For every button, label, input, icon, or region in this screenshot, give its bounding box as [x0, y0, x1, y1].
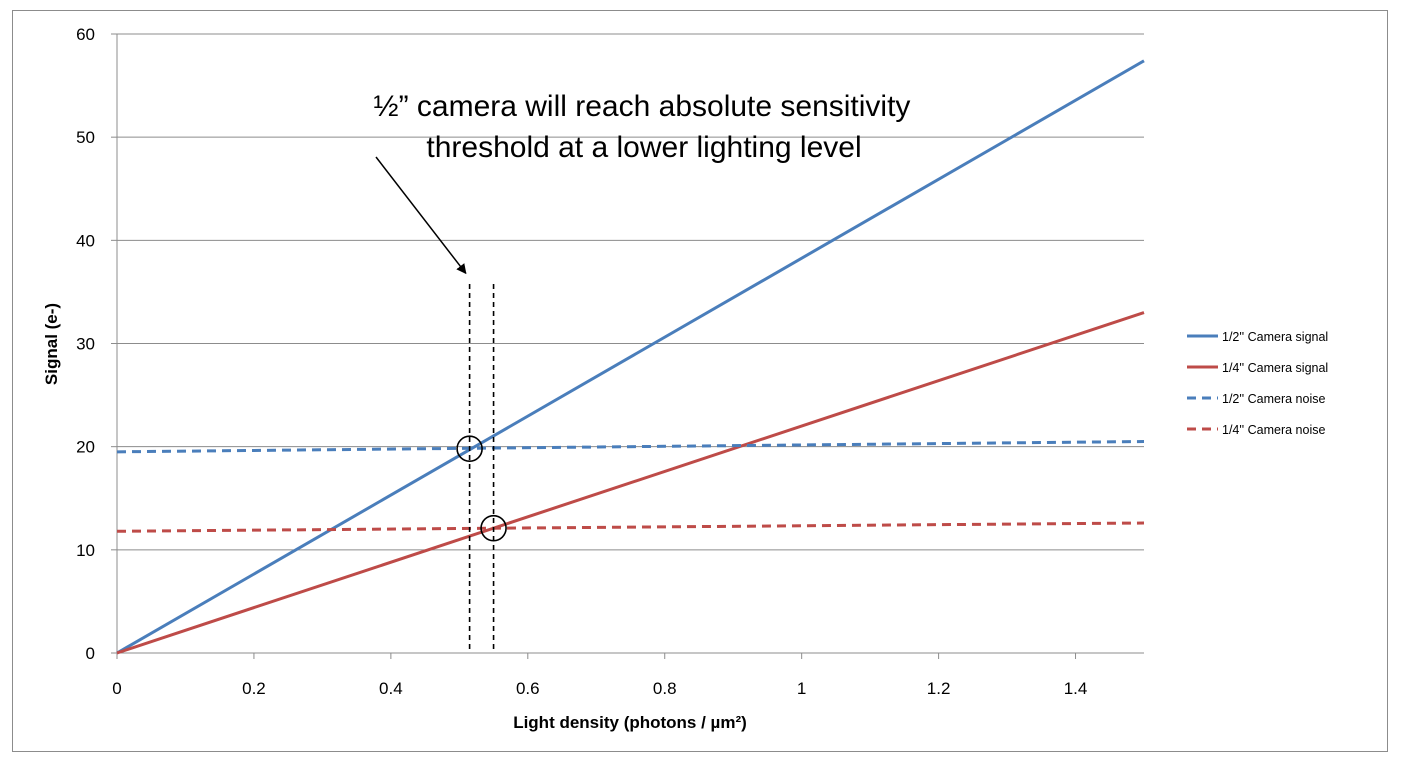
x-tick-label-6: 1.2	[927, 679, 951, 698]
grid-layer	[117, 33, 1144, 551]
x-tick-label-3: 0.6	[516, 679, 540, 698]
x-tick-label-2: 0.4	[379, 679, 403, 698]
x-tick-label-4: 0.8	[653, 679, 677, 698]
x-tick-label-7: 1.4	[1064, 679, 1088, 698]
legend-label-half-inch-noise: 1/2'' Camera noise	[1222, 392, 1325, 406]
legend-label-quarter-inch-noise: 1/4'' Camera noise	[1222, 423, 1325, 437]
series-line-half-inch-noise	[116, 440, 1145, 454]
y-tick-label-30: 30	[76, 335, 95, 354]
y-axis-title: Signal (e-)	[42, 303, 61, 385]
legend-label-half-inch-signal: 1/2'' Camera signal	[1222, 330, 1328, 344]
x-tick-label-5: 1	[797, 679, 806, 698]
y-tick-label-0: 0	[86, 644, 95, 663]
marker-layer	[456, 284, 507, 653]
annotation-layer: ½” camera will reach absolute sensitivit…	[374, 90, 911, 275]
threshold-circle-1	[480, 514, 507, 542]
x-tick-label-1: 0.2	[242, 679, 266, 698]
legend: 1/2'' Camera signal 1/4'' Camera signal 1/…	[1187, 330, 1328, 437]
ticks-layer: 0 10 20 30 40 50 60 0 0.2 0.4 0.6 0.8 1 1.2 1.4	[76, 25, 1087, 698]
threshold-circle-0	[456, 435, 483, 463]
x-tick-label-0: 0	[112, 679, 121, 698]
series-line-quarter-inch-signal	[116, 311, 1145, 655]
y-tick-label-60: 60	[76, 25, 95, 44]
annotation-arrow	[375, 156, 467, 275]
series-layer	[116, 59, 1145, 655]
series-line-half-inch-signal	[116, 59, 1145, 655]
y-tick-label-40: 40	[76, 231, 95, 250]
annotation-line-2: threshold at a lower lighting level	[426, 131, 861, 164]
annotation-line-1: ½” camera will reach absolute sensitivit…	[374, 90, 911, 123]
y-tick-label-10: 10	[76, 541, 95, 560]
y-tick-label-50: 50	[76, 128, 95, 147]
series-line-quarter-inch-noise	[116, 521, 1145, 533]
chart-frame	[12, 10, 1388, 752]
x-axis-title: Light density (photons / µm²)	[513, 713, 747, 732]
y-tick-label-20: 20	[76, 438, 95, 457]
legend-label-quarter-inch-signal: 1/4'' Camera signal	[1222, 361, 1328, 375]
